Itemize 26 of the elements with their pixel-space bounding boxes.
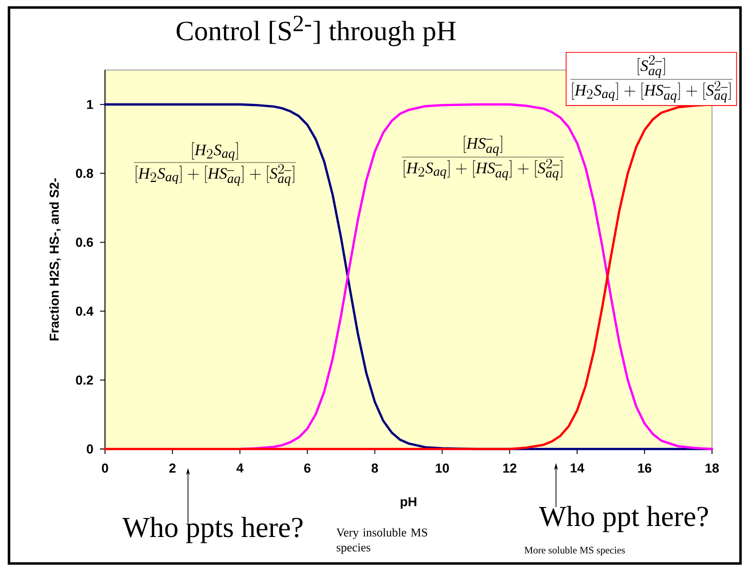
text: More soluble MS species <box>524 546 625 556</box>
x-tick-label: 16 <box>638 464 652 473</box>
y-tick-label: 0 <box>86 444 93 454</box>
x-tick-label: 12 <box>503 464 516 473</box>
text: $\frac{[S^{2-}_{aq}]}{[H_2S_{aq}]+[HS^{-}_{aq}]+[S^{2-}_{aq}]}$ <box>570 55 732 103</box>
y-axis-title: Fraction H2S, HS-, and S2- <box>49 178 61 340</box>
y-tick-label: 0.8 <box>76 168 94 178</box>
y-tick-label: 1 <box>87 100 94 109</box>
chart-title: Control [S$^{2-}$] through pH <box>176 16 456 46</box>
series-label: $\frac{[H_2S_{aq}]}{[H_2S_{aq}]+[HS^{-}_{aq}]+[S^{2-}_{aq}]}$ <box>134 142 296 186</box>
text: Very insoluble MS species <box>336 528 428 554</box>
text: Who ppts here? <box>122 516 302 544</box>
y-tick-label: 0.6 <box>76 238 94 247</box>
x-axis-title: pH <box>400 497 416 509</box>
x-tick-label: 0 <box>102 464 108 473</box>
text: Who ppt here? <box>539 506 708 532</box>
x-tick-label: 4 <box>236 464 244 472</box>
x-tick-label: 6 <box>304 464 310 473</box>
x-tick-label: 8 <box>372 464 378 473</box>
x-tick-label: 14 <box>570 464 584 472</box>
x-tick-label: 2 <box>169 464 176 473</box>
y-tick-label: 0.2 <box>76 376 93 385</box>
x-tick-label: 10 <box>436 464 449 473</box>
series-label: $\frac{[HS^{-}_{aq}]}{[H_2S_{aq}]+[HS^{-}_{aq}]+[S^{2-}_{aq}]}$ <box>402 136 564 180</box>
y-tick-label: 0.4 <box>76 306 94 316</box>
x-tick-label: 18 <box>706 464 719 473</box>
